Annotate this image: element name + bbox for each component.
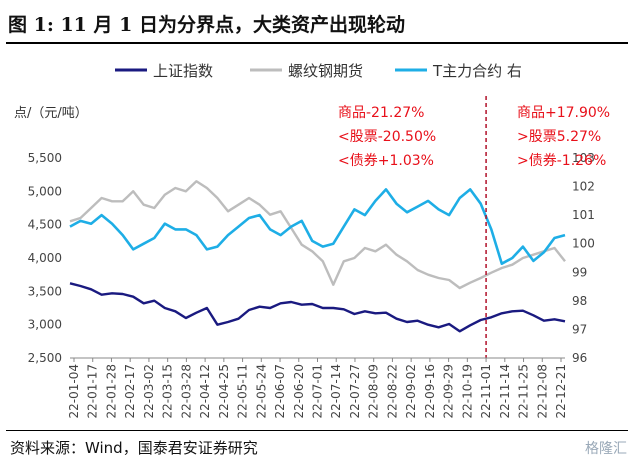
- legend-label: 螺纹钢期货: [288, 62, 363, 80]
- x-tick-label: 22-06-07: [273, 364, 287, 418]
- x-tick-label: 22-11-01: [479, 364, 493, 418]
- x-tick-label: 22-11-25: [517, 364, 531, 418]
- y-left-tick-label: 4,000: [28, 251, 62, 265]
- y-left-tick-label: 5,500: [28, 151, 62, 165]
- y-right-tick-label: 103: [572, 151, 595, 165]
- y-left-tick-label: 5,000: [28, 184, 62, 198]
- x-tick-label: 22-04-12: [198, 364, 212, 418]
- x-tick-label: 22-11-14: [498, 364, 512, 418]
- x-tick-label: 22-12-21: [554, 364, 568, 418]
- x-tick-label: 22-04-25: [217, 364, 231, 418]
- annotation-line: <债券+1.03%: [338, 153, 434, 169]
- y-axis-right-ticks: 96 97 98 99 100 101 102 103: [572, 151, 595, 365]
- annotation-right: 商品+17.90% >股票5.27% >债券-1.26%: [517, 105, 610, 169]
- y-right-tick-label: 99: [572, 265, 587, 279]
- series-line-1: [69, 282, 566, 333]
- x-tick-label: 22-01-17: [86, 364, 100, 418]
- watermark-logo: 格隆汇: [585, 441, 627, 457]
- y-left-tick-label: 2,500: [28, 351, 62, 365]
- annotation-line: 商品+17.90%: [517, 105, 610, 121]
- x-tick-label: 22-05-11: [236, 364, 250, 418]
- x-tick-label: 22-03-15: [161, 364, 175, 418]
- x-tick-label: 22-07-01: [311, 364, 325, 418]
- y-left-tick-label: 3,500: [28, 284, 62, 298]
- x-tick-label: 22-01-28: [104, 364, 118, 418]
- y-right-tick-label: 98: [572, 294, 587, 308]
- y-right-tick-label: 101: [572, 208, 595, 222]
- x-tick-label: 22-03-28: [179, 364, 193, 418]
- series-line-2: [69, 180, 566, 290]
- x-tick-label: 22-02-17: [123, 364, 137, 418]
- title-rule: [6, 42, 628, 44]
- x-tick-label: 22-12-08: [535, 364, 549, 418]
- y-left-tick-label: 3,000: [28, 318, 62, 332]
- x-tick-label: 22-01-04: [67, 364, 81, 418]
- y-left-tick-label: 4,500: [28, 218, 62, 232]
- series-line-3: [69, 188, 566, 266]
- y-right-tick-label: 96: [572, 351, 587, 365]
- x-tick-label: 22-09-02: [404, 364, 418, 418]
- annotation-line: 商品-21.27%: [338, 105, 424, 121]
- x-tick-label: 22-08-22: [385, 364, 399, 418]
- x-tick-label: 22-10-19: [460, 364, 474, 418]
- legend-label: 上证指数: [153, 62, 213, 80]
- x-tick-label: 22-06-20: [292, 364, 306, 418]
- x-tick-label: 22-09-16: [423, 364, 437, 418]
- annotation-left: 商品-21.27% <股票-20.50% <债券+1.03%: [338, 105, 436, 169]
- x-tick-label: 22-07-27: [348, 364, 362, 418]
- legend: 上证指数 螺纹钢期货 T主力合约 右: [115, 62, 522, 80]
- y-right-tick-label: 97: [572, 322, 587, 336]
- x-axis-ticks: 22-01-04 22-01-17 22-01-28 22-02-17 22-03-02…: [67, 358, 568, 418]
- y-axis-label-left: 点/（元/吨）: [14, 106, 88, 121]
- source-note: 资料来源：Wind，国泰君安证券研究: [10, 439, 258, 457]
- annotation-line: >股票5.27%: [517, 129, 601, 145]
- y-axis-left-ticks: 2,500 3,000 3,500 4,000 4,500 5,000 5,500: [28, 151, 62, 365]
- x-tick-label: 22-07-14: [329, 364, 343, 418]
- x-tick-label: 22-09-29: [442, 364, 456, 418]
- x-tick-label: 22-05-24: [254, 364, 268, 418]
- series-layer: [69, 180, 566, 333]
- x-tick-label: 22-03-02: [142, 364, 156, 418]
- source-rule: [6, 430, 628, 431]
- figure-title: 图 1: 11 月 1 日为分界点，大类资产出现轮动: [8, 14, 405, 36]
- annotation-line: >债券-1.26%: [517, 153, 606, 169]
- y-right-tick-label: 100: [572, 237, 595, 251]
- legend-label: T主力合约 右: [432, 62, 522, 80]
- x-tick-label: 22-08-09: [367, 364, 381, 418]
- annotation-line: <股票-20.50%: [338, 129, 436, 145]
- y-right-tick-label: 102: [572, 180, 595, 194]
